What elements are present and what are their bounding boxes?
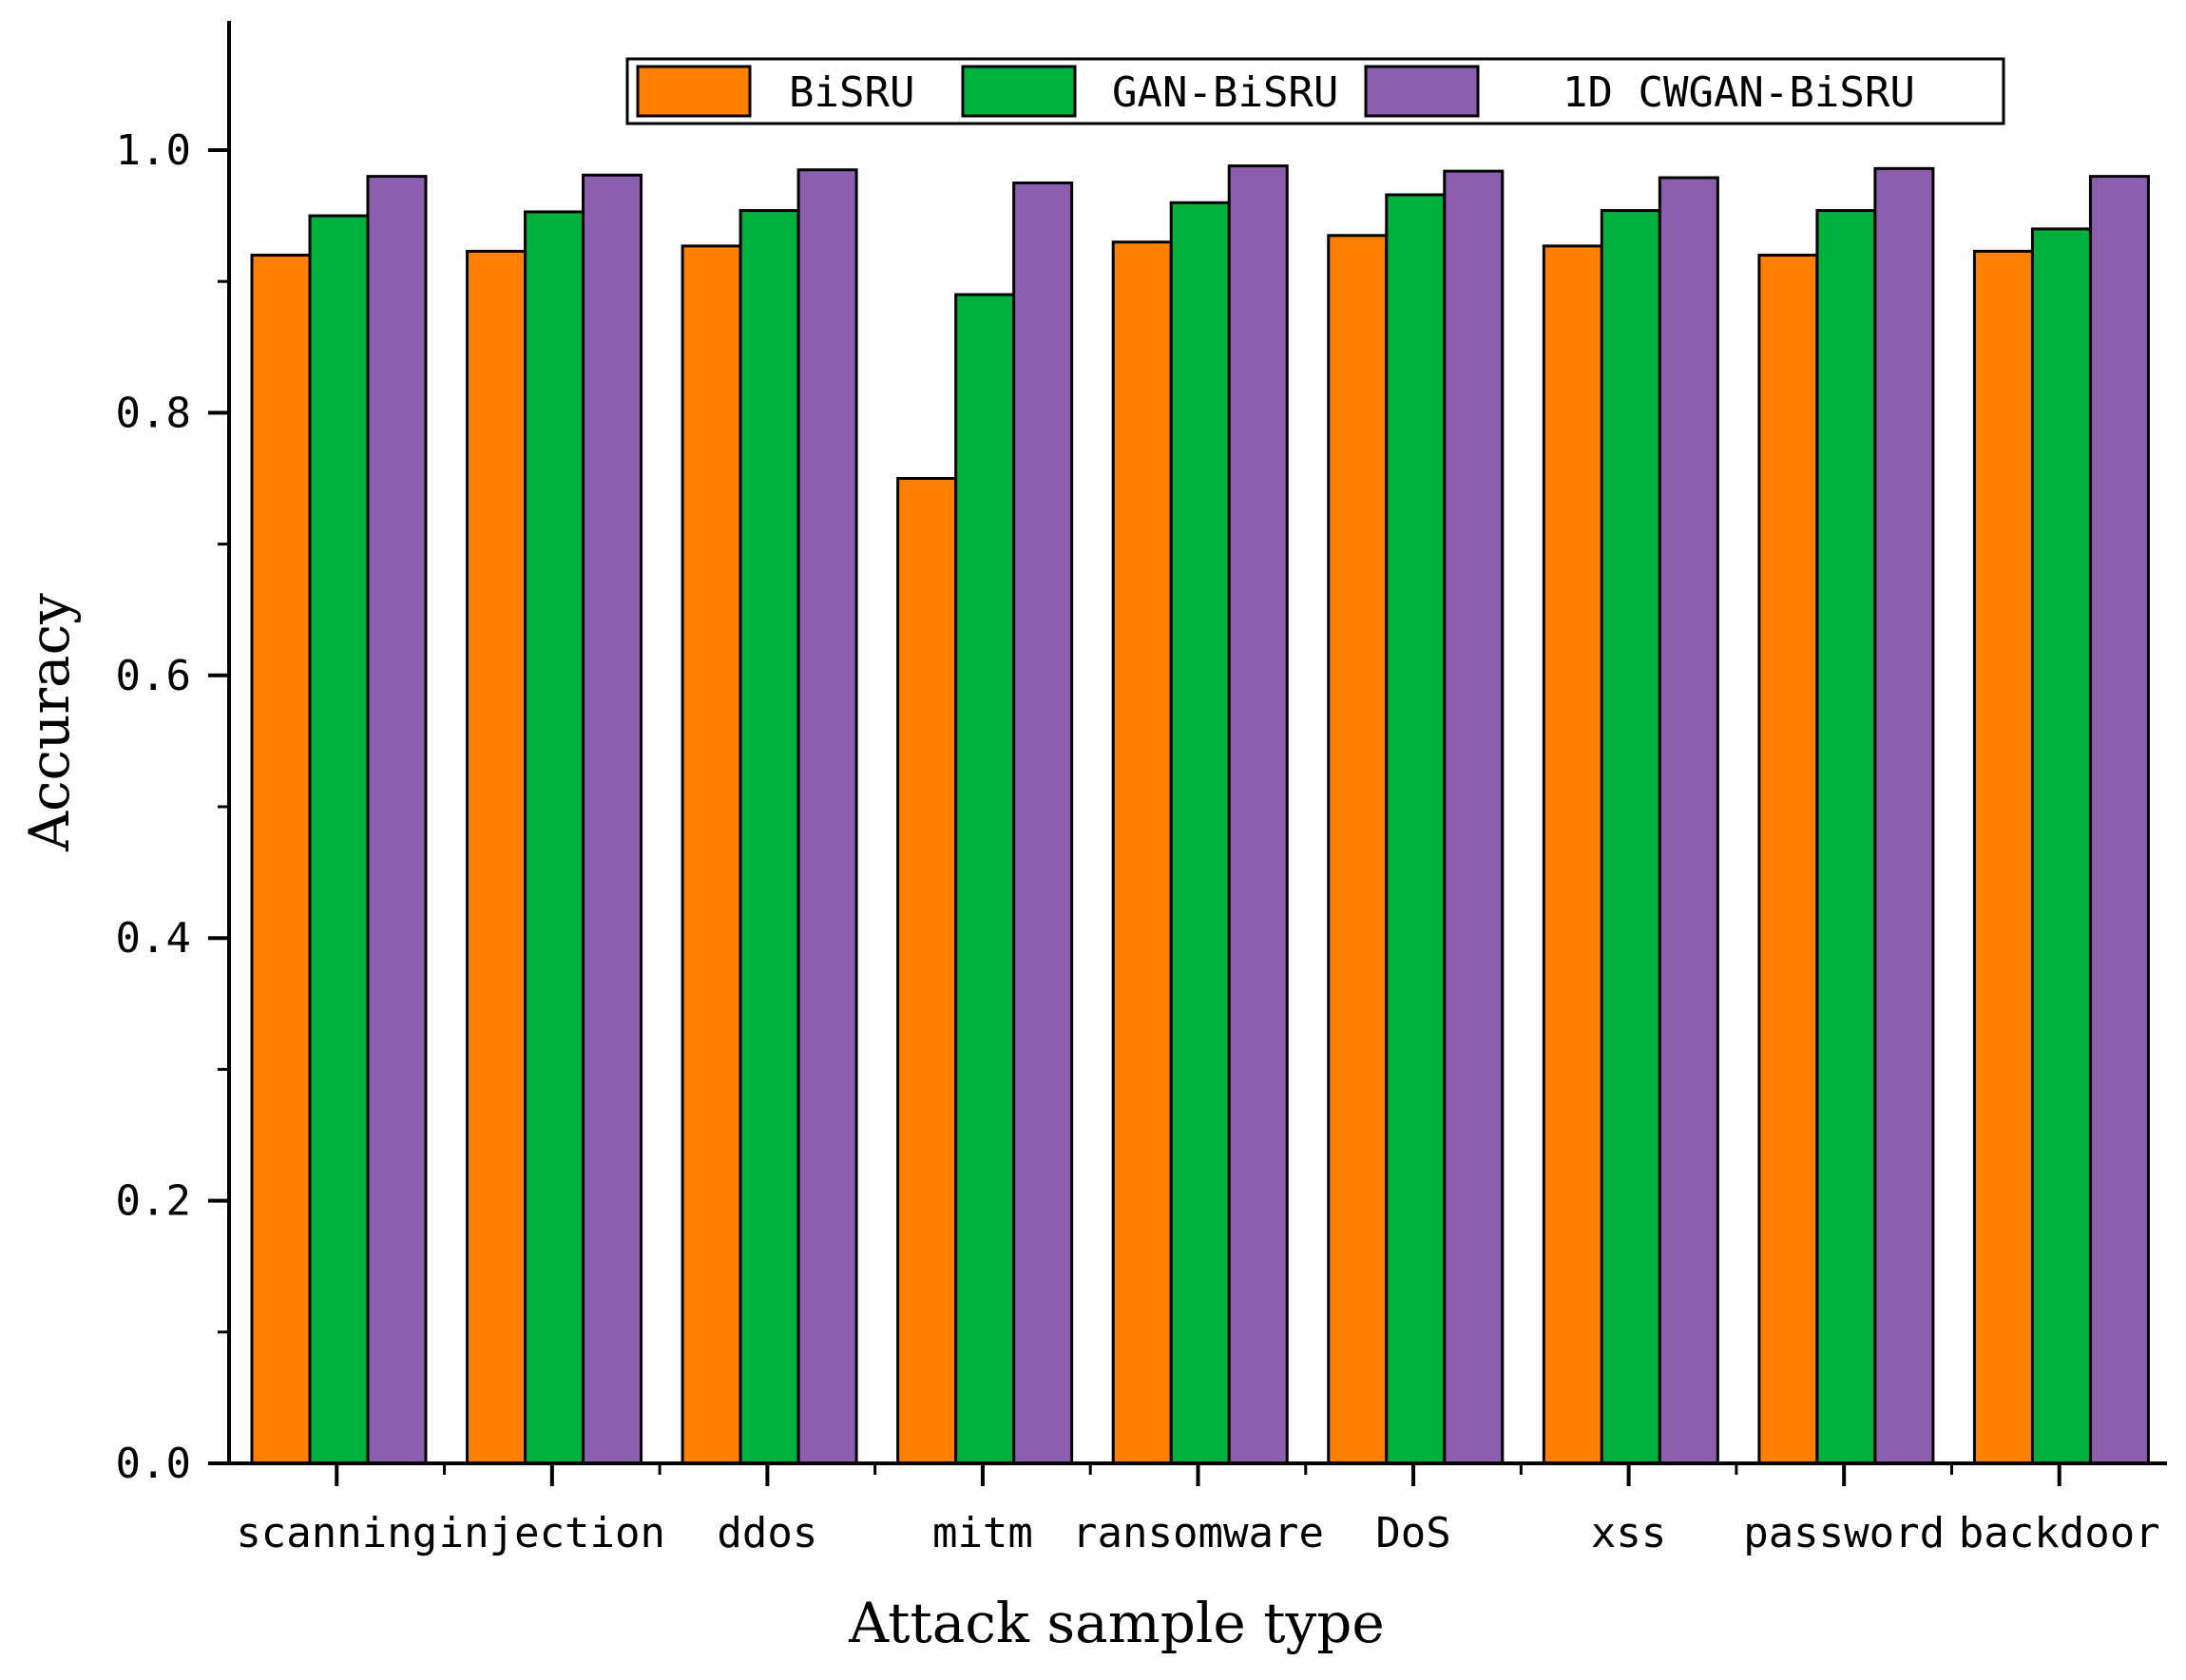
y-tick-label: 0.6 <box>116 652 191 700</box>
bar-scanning-1d-cwgan-bisru <box>366 175 428 1465</box>
bar-scanning-gan-bisru <box>308 214 370 1465</box>
bar-ransomware-1d-cwgan-bisru <box>1227 164 1289 1465</box>
bar-injection-gan-bisru <box>524 210 585 1465</box>
bar-ddos-bisru <box>681 244 742 1465</box>
legend-label-1d-cwgan-bisru: 1D CWGAN-BiSRU <box>1563 68 1915 117</box>
bar-password-bisru <box>1757 254 1819 1465</box>
x-tick-label-DoS: DoS <box>1375 1509 1450 1557</box>
bar-ddos-1d-cwgan-bisru <box>796 168 858 1465</box>
x-tick-label-xss: xss <box>1591 1509 1666 1557</box>
legend-swatch-1d-cwgan-bisru <box>1364 65 1480 118</box>
y-tick-label: 0.2 <box>116 1177 191 1226</box>
bar-mitm-bisru <box>896 477 958 1465</box>
y-tick-label: 0.0 <box>116 1440 191 1488</box>
bar-DoS-bisru <box>1327 234 1389 1465</box>
x-tick-label-injection: injection <box>439 1509 665 1557</box>
legend-label-gan-bisru: GAN-BiSRU <box>1112 68 1338 117</box>
bar-xss-1d-cwgan-bisru <box>1658 176 1719 1465</box>
bar-ransomware-bisru <box>1111 240 1173 1465</box>
bar-injection-1d-cwgan-bisru <box>582 173 643 1465</box>
bar-password-1d-cwgan-bisru <box>1873 166 1935 1465</box>
x-tick-label-backdoor: backdoor <box>1959 1509 2160 1557</box>
x-tick-label-ddos: ddos <box>717 1509 817 1557</box>
bars-group <box>250 164 2150 1465</box>
bar-backdoor-1d-cwgan-bisru <box>2088 175 2150 1465</box>
x-tick-label-password: password <box>1743 1509 1945 1557</box>
bar-mitm-gan-bisru <box>954 293 1016 1465</box>
bar-DoS-1d-cwgan-bisru <box>1443 169 1505 1465</box>
bar-xss-gan-bisru <box>1600 209 1661 1465</box>
bar-DoS-gan-bisru <box>1385 193 1447 1465</box>
bar-backdoor-gan-bisru <box>2030 227 2092 1465</box>
legend-label-bisru: BiSRU <box>789 68 914 117</box>
legend-swatch-gan-bisru <box>961 65 1077 118</box>
bar-ddos-gan-bisru <box>738 209 800 1465</box>
bar-xss-bisru <box>1542 244 1603 1465</box>
y-tick-label: 1.0 <box>116 126 191 175</box>
y-tick-label: 0.8 <box>116 389 191 437</box>
x-tick-label-mitm: mitm <box>932 1509 1033 1557</box>
y-axis-title: Accuracy <box>17 593 82 852</box>
x-axis-title: Attack sample type <box>848 1591 1384 1655</box>
legend-swatch-bisru <box>636 65 752 118</box>
axes-group: 0.0 0.2 0.4 0.6 0.8 1.0 scanning injection ddos m… <box>116 21 2167 1557</box>
bar-mitm-1d-cwgan-bisru <box>1012 181 1074 1465</box>
bar-ransomware-gan-bisru <box>1169 200 1231 1465</box>
bar-scanning-bisru <box>250 254 312 1465</box>
bar-injection-bisru <box>466 249 527 1465</box>
x-tick-label-scanning: scanning <box>236 1509 437 1557</box>
x-tick-label-ransomware: ransomware <box>1072 1509 1324 1557</box>
bar-password-gan-bisru <box>1815 209 1877 1465</box>
y-tick-label: 0.4 <box>116 914 191 963</box>
legend-box <box>625 57 2005 125</box>
legend: BiSRU GAN-BiSRU 1D CWGAN-BiSRU <box>625 57 2005 125</box>
bar-backdoor-bisru <box>1972 249 2034 1465</box>
